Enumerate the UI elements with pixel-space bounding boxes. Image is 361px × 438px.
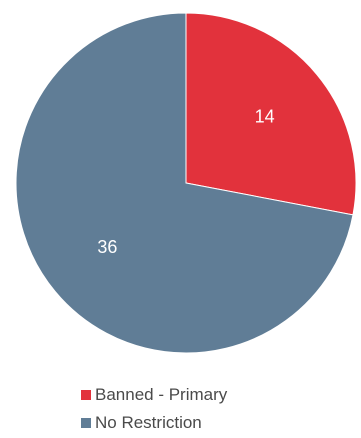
legend-item-banned-primary[interactable]: Banned - Primary (81, 381, 341, 409)
legend-label-banned-primary: Banned - Primary (95, 385, 228, 404)
legend-swatch-banned-primary (81, 390, 91, 400)
legend: Banned - Primary No Restriction (81, 381, 341, 437)
legend-swatch-no-restriction (81, 418, 91, 428)
slice-labels: 14 36 (97, 107, 274, 257)
pie-slice-no-restriction[interactable] (15, 12, 354, 354)
pie-slices (15, 12, 357, 354)
legend-label-no-restriction: No Restriction (95, 413, 202, 432)
legend-item-no-restriction[interactable]: No Restriction (81, 409, 341, 437)
data-label-no-restriction: 36 (97, 237, 117, 257)
pie-slice-banned-primary[interactable] (185, 12, 357, 216)
data-label-banned-primary: 14 (255, 107, 275, 127)
